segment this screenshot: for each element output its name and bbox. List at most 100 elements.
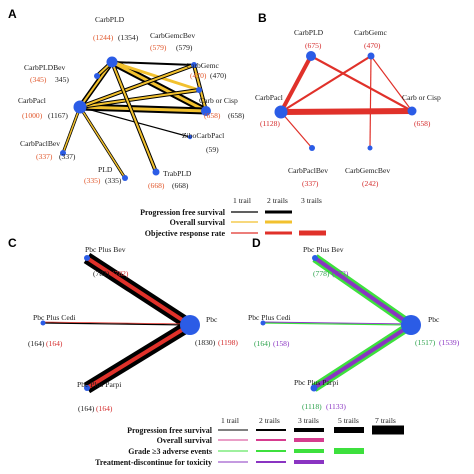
node-a-value: (1354) bbox=[118, 33, 139, 42]
legend-bottom-row-label: Treatment-discontinue for toxicity bbox=[95, 458, 212, 467]
node-a-label: CarbGemc bbox=[186, 61, 220, 70]
node-b-label: CarbPaclBev bbox=[288, 166, 328, 175]
node-a-trabpld bbox=[152, 168, 160, 176]
legend-bottom-header: 3 trails bbox=[298, 416, 319, 425]
node-c-label: Pbc Plus Bev bbox=[85, 245, 126, 254]
edge-a-pld-cisp-os bbox=[111, 60, 207, 113]
node-a-label: CarbPLDBev bbox=[24, 63, 66, 72]
edge-c-pbc-bev-os bbox=[85, 256, 192, 327]
node-a-value: (1244) bbox=[93, 33, 114, 42]
node-a-label: Carb or Cisp bbox=[199, 96, 238, 105]
node-a-value: (658) bbox=[228, 111, 245, 120]
edge-a-pacl-cisp-os bbox=[79, 105, 207, 113]
node-d-value: (773) bbox=[332, 269, 349, 278]
node-a-label: TrabPLD bbox=[163, 169, 192, 178]
node-a-value: (335) bbox=[105, 176, 122, 185]
node-c-label: Pbc bbox=[206, 315, 218, 324]
node-b-value: (675) bbox=[305, 41, 322, 50]
node-b-label: CarbGemcBev bbox=[345, 166, 390, 175]
node-d-value: (158) bbox=[273, 339, 290, 348]
node-a-pld bbox=[122, 175, 128, 181]
node-a-carbpaclbev bbox=[60, 150, 66, 156]
edge-d-pbc-parpi-tox bbox=[312, 323, 413, 390]
edge-b-pacl-cisp bbox=[280, 108, 413, 115]
legend-top-row-label: Objective response rate bbox=[145, 229, 226, 238]
node-d-label: Pbc Plus Bev bbox=[303, 245, 344, 254]
legend-top-row-label: Overall survival bbox=[170, 218, 226, 227]
legend-bottom-row-label: Overall survival bbox=[157, 436, 213, 445]
edge-b-pacl-gemc bbox=[280, 55, 372, 113]
node-b-label: Carb or Cisp bbox=[402, 93, 441, 102]
node-a-carbpldbev bbox=[94, 73, 100, 79]
edge-a-pld-gemcbev bbox=[111, 61, 195, 66]
panel-b-edges bbox=[279, 55, 413, 149]
legend-bottom-header: 2 trails bbox=[259, 416, 280, 425]
node-a-carbgemcbev bbox=[191, 62, 197, 68]
node-a-label: CarbPaclBev bbox=[20, 139, 60, 148]
node-a-carbgemc bbox=[196, 87, 202, 93]
node-a-value: (668) bbox=[148, 181, 165, 190]
panel-label-b: B bbox=[258, 11, 267, 25]
node-d-cedi bbox=[260, 320, 266, 326]
node-a-carbpld bbox=[106, 56, 118, 68]
edge-d-pbc-cedi-tox bbox=[262, 321, 412, 325]
panel-a-edges bbox=[61, 58, 208, 179]
node-d-label: Pbc Plus Parpi bbox=[294, 378, 338, 387]
edge-a-pld-gemc bbox=[111, 60, 200, 92]
node-a-value: 345) bbox=[55, 75, 69, 84]
node-a-value: (335) bbox=[84, 176, 101, 185]
panel-label-a: A bbox=[8, 7, 17, 21]
legend-bottom-header: 1 trail bbox=[221, 416, 239, 425]
panel-d-edges bbox=[262, 254, 414, 392]
node-a-label: CarbGemcBev bbox=[150, 31, 195, 40]
node-b-carborcisp bbox=[407, 106, 417, 116]
legend-top-row-label: Progression free survival bbox=[140, 208, 226, 217]
node-a-value: (470) bbox=[190, 71, 207, 80]
node-a-carbpacl bbox=[73, 100, 87, 114]
node-a-zibocarbpacl bbox=[187, 134, 193, 140]
node-d-value: (1118) bbox=[302, 402, 322, 411]
panel-c-nodes bbox=[40, 255, 200, 391]
node-d-value: (1517) bbox=[415, 338, 436, 347]
node-b-label: CarbGemc bbox=[354, 28, 388, 37]
node-a-carborcisp bbox=[201, 106, 211, 116]
edge-b-pacl-paclbev bbox=[280, 111, 313, 149]
panel-c-labels: Pbc Plus Bev (782) (782) Pbc Plus Cedi (… bbox=[28, 245, 238, 413]
edge-b-pld-pacl bbox=[279, 55, 313, 113]
node-a-label: CarbPLD bbox=[95, 15, 125, 24]
node-a-value: (658) bbox=[204, 111, 221, 120]
panel-b-labels: CarbPLD (675) CarbGemc (470) CarbPacl (1… bbox=[255, 28, 441, 188]
legend-bottom-header: 7 trails bbox=[375, 416, 396, 425]
node-d-parpi bbox=[310, 384, 318, 392]
legend-top-header: 1 trail bbox=[233, 196, 251, 205]
edge-c-pbc-parpi-os bbox=[85, 323, 192, 390]
edge-d-pbc-bev-tox bbox=[313, 256, 413, 327]
edge-c-pbc-cedi bbox=[42, 322, 191, 326]
legend-bottom: 1 trail 2 trails 3 trails 5 trails 7 tra… bbox=[95, 416, 404, 467]
panel-d-nodes bbox=[260, 255, 421, 392]
node-b-carbpld bbox=[306, 51, 316, 61]
node-a-value: (1000) bbox=[22, 111, 43, 120]
node-c-value: (1830) bbox=[195, 338, 216, 347]
node-c-bev bbox=[84, 255, 90, 261]
node-a-value: (59) bbox=[206, 145, 219, 154]
panel-a-labels: CarbPLD (1244) (1354) CarbGemcBev (579) … bbox=[18, 15, 245, 190]
node-c-label: Pbc Plus Cedi bbox=[33, 313, 76, 322]
panel-a-nodes bbox=[60, 56, 211, 181]
edge-a-pacl-gemcbev-os bbox=[79, 64, 195, 108]
node-a-value: (1167) bbox=[48, 111, 68, 120]
node-a-value: (337) bbox=[59, 152, 76, 161]
node-c-parpi bbox=[84, 385, 90, 391]
edge-a-pld-trab-os bbox=[111, 61, 157, 173]
node-d-label: Pbc Plus Cedi bbox=[248, 313, 291, 322]
edge-d-pbc-cedi bbox=[262, 322, 412, 326]
node-c-value: (782) bbox=[112, 269, 129, 278]
edge-a-pacl-pld-os bbox=[79, 106, 126, 179]
node-d-value: (164) bbox=[254, 339, 271, 348]
node-b-label: CarbPLD bbox=[294, 28, 324, 37]
node-d-pbc bbox=[401, 315, 421, 335]
node-c-cedi bbox=[40, 320, 46, 326]
panel-b-nodes bbox=[274, 51, 417, 151]
node-b-carbgemc bbox=[367, 52, 375, 60]
